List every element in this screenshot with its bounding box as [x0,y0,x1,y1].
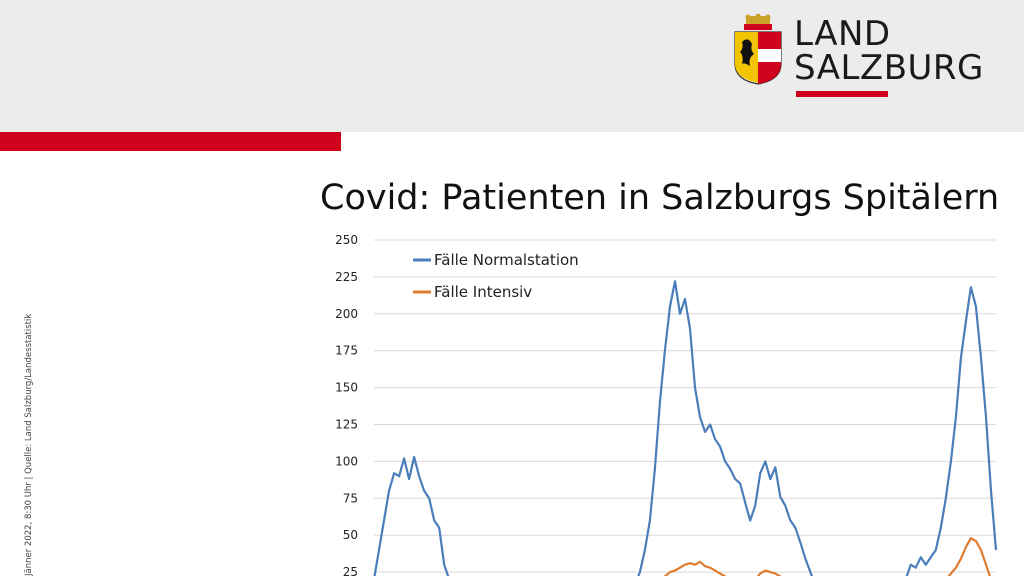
legend: Fälle Normalstation Fälle Intensiv [413,251,579,301]
logo-underline [796,91,888,97]
y-tick-label: 75 [343,491,358,505]
legend-label-intensiv: Fälle Intensiv [434,283,532,301]
y-tick-label: 250 [335,233,358,247]
red-accent-bar [0,132,341,151]
y-tick-label: 125 [335,418,358,432]
land-salzburg-logo: LAND SALZBURG [732,14,1002,104]
chart-title: Covid: Patienten in Salzburgs Spitälern [320,178,1000,218]
y-tick-label: 100 [335,454,358,468]
series-line-intensiv [663,537,991,576]
source-note: Jänner 2022, 8:30 Uhr | Quelle: Land Sal… [24,313,34,576]
header-band [0,0,1024,132]
y-axis-tick-labels: 25 50 75 100 125 150 175 200 225 250 [335,233,358,576]
legend-label-normalstation: Fälle Normalstation [434,251,579,269]
series-line-normalstation [373,280,998,576]
coat-of-arms-icon [734,14,782,85]
gridlines [374,239,996,573]
y-tick-label: 150 [335,381,358,395]
logo-text-salzburg: SALZBURG [794,48,984,88]
y-tick-label: 25 [343,565,358,576]
y-tick-label: 50 [343,528,358,542]
y-tick-label: 200 [335,307,358,321]
logo-text-land: LAND [794,14,891,54]
y-tick-label: 175 [335,344,358,358]
y-tick-label: 225 [335,270,358,284]
series-lines [373,280,998,576]
covid-hospital-line-chart: 25 50 75 100 125 150 175 200 225 250 Fälle Normal… [335,233,998,576]
